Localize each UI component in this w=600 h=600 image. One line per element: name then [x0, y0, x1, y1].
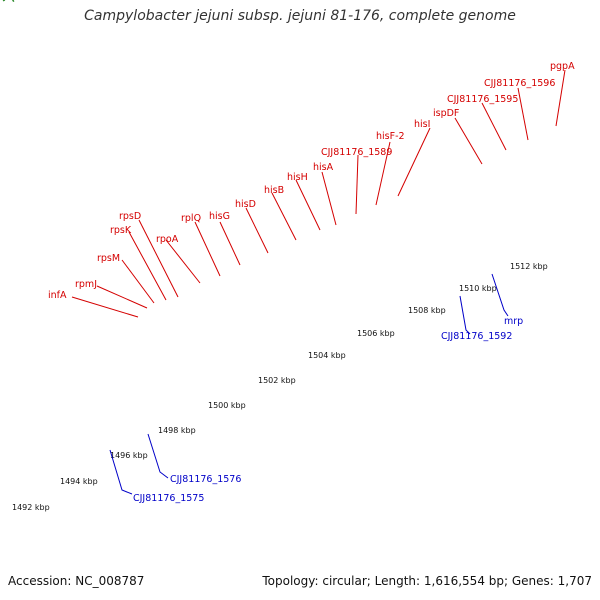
gene-label-hisI: hisI: [414, 119, 430, 130]
tick-label: 1510 kbp: [459, 284, 497, 293]
accession-text: Accession: NC_008787: [8, 574, 145, 588]
tick-label: 1500 kbp: [208, 401, 246, 410]
tick-label: 1508 kbp: [408, 306, 446, 315]
gene-label-rpoA: rpoA: [156, 234, 179, 245]
gene-label-hisH: hisH: [287, 172, 308, 183]
gene-label-rpsM: rpsM: [97, 253, 120, 264]
gene-label-hisD: hisD: [235, 199, 256, 210]
gene-label-rpsK: rpsK: [110, 225, 132, 236]
gene-label-mrp: mrp: [504, 316, 523, 327]
tick-label: 1502 kbp: [258, 376, 296, 385]
tick-label: 1506 kbp: [357, 329, 395, 338]
gene-label-rplQ: rplQ: [181, 213, 201, 224]
tick-label: 1494 kbp: [60, 477, 98, 486]
gene-label-CJJ81176_1576: CJJ81176_1576: [170, 474, 241, 485]
gene-label-CJJ81176_1595: CJJ81176_1595: [447, 94, 518, 105]
gene-label-CJJ81176_1596: CJJ81176_1596: [484, 78, 555, 89]
tick-label: 1504 kbp: [308, 351, 346, 360]
gene-label-infA: infA: [48, 290, 67, 301]
genome-backbone: [0, 0, 429, 65]
gene-label-rpmJ: rpmJ: [75, 279, 97, 290]
map-title: Campylobacter jejuni subsp. jejuni 81-17…: [84, 8, 516, 24]
tick-label: 1512 kbp: [510, 262, 548, 271]
genome-summary-text: Topology: circular; Length: 1,616,554 bp…: [262, 574, 592, 588]
gene-label-hisG: hisG: [209, 211, 230, 222]
tick-label: 1498 kbp: [158, 426, 196, 435]
gene-label-CJJ81176_1575: CJJ81176_1575: [133, 493, 204, 504]
tick-label: 1496 kbp: [110, 451, 148, 460]
tick-label: 1492 kbp: [12, 503, 50, 512]
gene-label-hisF-2: hisF-2: [376, 131, 405, 142]
gene-label-hisB: hisB: [264, 185, 284, 196]
lower-tick-track: [0, 0, 453, 111]
gene-label-CJJ81176_1592: CJJ81176_1592: [441, 331, 512, 342]
gene-label-pgpA: pgpA: [550, 61, 575, 72]
gene-label-CJJ81176_1589: CJJ81176_1589: [321, 147, 392, 158]
upper-tick-track: [0, 0, 401, 13]
gene-label-ispDF: ispDF: [433, 108, 459, 119]
gene-label-hisA: hisA: [313, 162, 334, 173]
gene-label-rpsD: rpsD: [119, 211, 141, 222]
